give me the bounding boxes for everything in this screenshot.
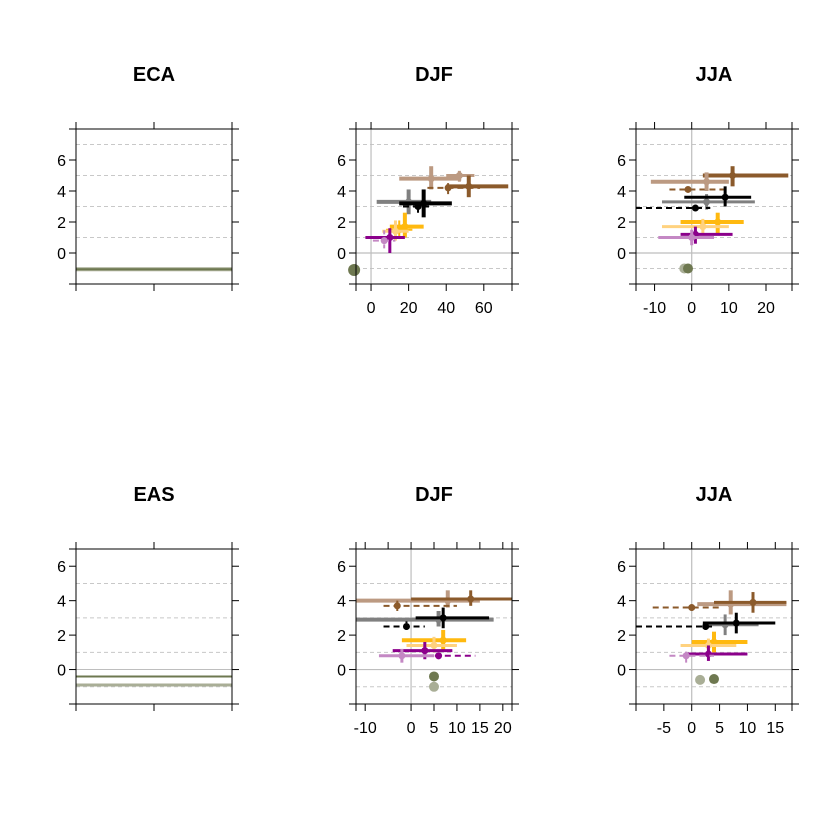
- y-tick-label: 2: [57, 215, 66, 232]
- y-tick-label: 2: [617, 215, 626, 232]
- data-point: [429, 671, 439, 682]
- x-tick-label: -5: [657, 720, 671, 737]
- data-point: [688, 604, 696, 612]
- data-point: [729, 172, 737, 179]
- data-point: [393, 602, 401, 610]
- data-point: [732, 619, 740, 627]
- panel-title: ECA: [133, 64, 175, 86]
- data-point: [714, 218, 722, 226]
- data-point: [710, 638, 718, 646]
- data-point: [682, 652, 690, 660]
- y-tick-label: 0: [57, 246, 66, 263]
- x-tick-label: 20: [757, 300, 775, 317]
- y-tick-label: 2: [617, 628, 626, 645]
- y-tick-label: 4: [57, 594, 66, 611]
- data-point: [695, 674, 706, 685]
- data-point: [703, 178, 711, 186]
- data-point: [721, 193, 729, 201]
- data-point: [391, 227, 399, 235]
- y-tick-label: 2: [57, 628, 66, 645]
- data-point: [688, 234, 696, 241]
- x-tick-label: 5: [430, 720, 439, 737]
- data-point: [435, 652, 443, 660]
- y-tick-label: 0: [617, 246, 626, 263]
- data-point: [703, 198, 711, 206]
- panel-title: DJF: [415, 484, 453, 506]
- data-point: [683, 263, 693, 274]
- y-tick-label: 2: [337, 215, 346, 232]
- data-point: [421, 647, 429, 655]
- data-point: [386, 234, 394, 241]
- data-point: [402, 623, 410, 630]
- plot-frame: [355, 128, 513, 285]
- chart-panel-ECA-JJA: JJA 0 2 4 6 -10 0 10 20: [617, 64, 799, 317]
- x-tick-label: 0: [367, 300, 376, 317]
- data-point: [439, 636, 447, 644]
- data-point: [684, 185, 692, 193]
- y-tick-label: 6: [617, 559, 626, 576]
- y-tick-label: 0: [617, 663, 626, 680]
- panel-title: JJA: [696, 484, 733, 506]
- y-tick-label: 2: [337, 628, 346, 645]
- x-tick-label: 20: [400, 300, 418, 317]
- x-tick-label: 40: [437, 300, 455, 317]
- chart-panel-EAS-ref: EAS 0 2 4 6: [57, 484, 239, 711]
- x-tick-label: 0: [407, 720, 416, 737]
- y-tick-label: 6: [57, 559, 66, 576]
- data-point: [467, 595, 475, 603]
- data-point: [429, 681, 439, 692]
- y-tick-label: 6: [337, 153, 346, 170]
- panel-title: JJA: [696, 64, 733, 86]
- data-point: [709, 674, 719, 685]
- y-tick-label: 4: [617, 594, 626, 611]
- data-point: [430, 641, 438, 649]
- y-tick-label: 0: [57, 663, 66, 680]
- data-point: [444, 184, 452, 192]
- data-point: [380, 237, 388, 245]
- y-tick-label: 4: [57, 184, 66, 201]
- y-tick-label: 0: [337, 663, 346, 680]
- plot-frame: [635, 548, 793, 705]
- data-point: [414, 203, 422, 210]
- y-tick-label: 6: [617, 153, 626, 170]
- x-tick-label: 5: [715, 720, 724, 737]
- data-point: [439, 614, 447, 622]
- x-tick-label: 15: [766, 720, 784, 737]
- data-point: [702, 623, 710, 630]
- x-tick-label: 10: [448, 720, 466, 737]
- y-tick-label: 4: [337, 594, 346, 611]
- chart-panel-EAS-JJA: JJA 0 2 4 6 -5 0 5 10 15: [617, 484, 799, 737]
- data-point: [691, 204, 699, 212]
- data-point: [348, 264, 361, 277]
- x-tick-label: 0: [687, 300, 696, 317]
- data-point: [455, 172, 463, 179]
- y-tick-label: 4: [337, 184, 346, 201]
- plot-frame: [635, 128, 793, 285]
- data-point: [420, 199, 428, 207]
- y-tick-label: 6: [57, 153, 66, 170]
- data-point: [749, 598, 757, 606]
- x-tick-label: 20: [494, 720, 512, 737]
- y-tick-label: 0: [337, 246, 346, 263]
- x-tick-label: -10: [354, 720, 377, 737]
- x-tick-label: 10: [739, 720, 757, 737]
- x-tick-label: 15: [471, 720, 489, 737]
- data-point: [398, 652, 406, 660]
- data-point: [401, 223, 409, 231]
- y-tick-label: 4: [617, 184, 626, 201]
- panel-title: EAS: [133, 484, 174, 506]
- x-tick-label: 60: [475, 300, 493, 317]
- panel-title: DJF: [415, 64, 453, 86]
- chart-panel-ECA-ref: ECA 0 2 4 6: [57, 64, 239, 291]
- data-point: [699, 223, 707, 231]
- x-tick-label: -10: [643, 300, 666, 317]
- x-tick-label: 0: [687, 720, 696, 737]
- x-tick-label: 10: [720, 300, 738, 317]
- data-point: [427, 175, 435, 183]
- y-tick-label: 6: [337, 559, 346, 576]
- plot-frame: [75, 548, 233, 705]
